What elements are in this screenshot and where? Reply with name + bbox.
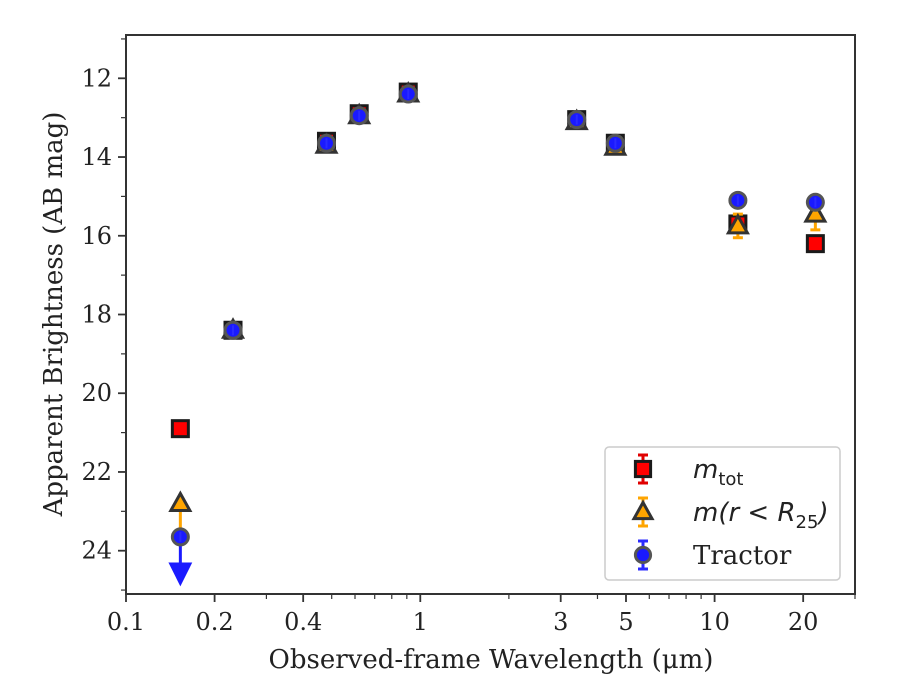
legend: mtot m(r < R25) Tractor: [604, 446, 841, 581]
y-tick-label: 22: [81, 458, 112, 486]
data-point: [725, 212, 750, 235]
legend-marker: [633, 545, 653, 565]
y-tick-label: 24: [81, 537, 112, 565]
data-point: [168, 490, 193, 512]
data-point: [803, 201, 828, 223]
x-tick-label: 1: [413, 608, 428, 636]
x-axis-label: Observed-frame Wavelength (μm): [269, 645, 714, 675]
legend-marker: [633, 459, 653, 479]
series-circle: [168, 84, 825, 587]
data-marks: [168, 80, 828, 587]
data-point: [170, 419, 190, 439]
y-tick-label: 14: [81, 143, 112, 171]
axes: 0.1 0.2 0.4 1 3 5 10 20 12 14 16 18 20 22 24: [81, 38, 856, 636]
legend-box: [604, 446, 841, 581]
y-axis-label: Apparent Brightness (AB mag): [39, 112, 69, 518]
y-tick-label: 16: [81, 222, 112, 250]
legend-label: m(r < R25): [693, 498, 829, 533]
x-tick-label: 0.1: [107, 608, 145, 636]
x-tick-label: 0.4: [284, 608, 322, 636]
y-tick-label: 18: [81, 301, 112, 329]
data-point: [805, 234, 825, 254]
y-tick-label: 20: [81, 379, 112, 407]
legend-item: m(r < R25): [631, 496, 829, 533]
x-tick-label: 3: [553, 608, 568, 636]
plot-frame: [125, 34, 856, 595]
legend-item: Tractor: [633, 539, 792, 571]
x-tick-label: 5: [618, 608, 633, 636]
legend-label: Tractor: [693, 541, 792, 571]
legend-item: mtot: [633, 453, 743, 490]
y-tick-label: 12: [81, 64, 112, 92]
x-tick-label: 20: [788, 608, 819, 636]
x-tick-label: 10: [699, 608, 730, 636]
legend-label: mtot: [693, 455, 743, 490]
x-tick-label: 0.2: [196, 608, 234, 636]
legend-marker: [631, 499, 655, 521]
